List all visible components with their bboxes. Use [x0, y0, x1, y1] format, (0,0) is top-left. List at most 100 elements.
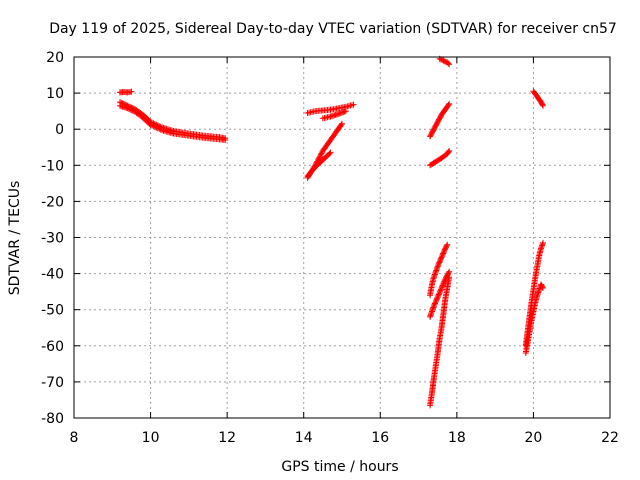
data-point: [445, 60, 452, 67]
data-point: [438, 285, 445, 292]
data-point: [316, 154, 323, 161]
y-tick-label: 10: [46, 86, 64, 102]
series-arc-10: [427, 274, 453, 409]
data-point: [153, 124, 160, 131]
data-point: [431, 300, 438, 307]
series-arc-3: [304, 101, 357, 116]
series-arc-3b: [319, 108, 349, 122]
data-point: [327, 149, 334, 156]
data-point: [338, 121, 345, 128]
grid: [74, 57, 610, 418]
axis-ticks: 8 10 12 14 16 18 20 22 20 10 0 -10 -20 -30 -40 -50 -60 -7…: [41, 50, 619, 446]
data-point: [443, 242, 450, 249]
data-point: [446, 147, 453, 154]
y-axis-label: SDTVAR / TECUs: [7, 181, 23, 296]
data-point: [445, 102, 452, 109]
data-point: [435, 260, 442, 267]
data-point: [326, 150, 333, 157]
data-point: [129, 107, 136, 114]
x-tick-label: 18: [448, 430, 466, 446]
data-point: [317, 153, 324, 160]
data-point: [446, 268, 453, 275]
data-point: [439, 282, 446, 289]
data-point: [124, 105, 131, 112]
x-tick-label: 12: [218, 430, 236, 446]
data-point: [437, 256, 444, 263]
x-tick-label: 14: [295, 430, 313, 446]
y-tick-label: -10: [41, 158, 64, 174]
data-point: [540, 102, 546, 109]
x-tick-label: 22: [601, 430, 619, 446]
data-point: [437, 287, 444, 294]
y-tick-label: -50: [41, 303, 64, 319]
y-tick-label: -20: [41, 194, 64, 210]
data-point: [433, 297, 440, 304]
data-point: [151, 123, 158, 130]
data-point: [434, 294, 441, 301]
data-point: [540, 239, 546, 246]
series-arc-12: [522, 239, 546, 349]
data-point: [440, 250, 447, 257]
y-tick-label: 20: [46, 50, 64, 66]
data-point: [439, 251, 446, 258]
data-point: [339, 120, 345, 127]
y-tick-label: -80: [41, 411, 64, 427]
data-points: [116, 55, 546, 409]
y-tick-label: -30: [41, 231, 64, 247]
data-point: [436, 258, 443, 265]
data-point: [147, 121, 154, 128]
data-point: [318, 150, 325, 157]
data-point: [436, 288, 443, 295]
data-point: [446, 274, 453, 281]
data-point: [446, 100, 453, 107]
data-point: [439, 283, 446, 290]
series-arc-9: [427, 268, 453, 320]
data-point: [438, 254, 445, 261]
data-point: [444, 241, 451, 248]
data-point: [437, 255, 444, 262]
y-tick-label: -40: [41, 267, 64, 283]
data-point: [315, 155, 322, 162]
data-point: [150, 123, 157, 130]
series-arc-8: [427, 241, 451, 299]
data-point: [432, 299, 439, 306]
data-point: [149, 122, 156, 129]
y-tick-label: -70: [41, 375, 64, 391]
x-tick-label: 16: [371, 430, 389, 446]
series-arc-5: [436, 55, 453, 68]
series-arc-13: [522, 281, 546, 357]
series-arc-4b: [304, 149, 334, 180]
data-point: [440, 279, 447, 286]
x-tick-label: 8: [70, 430, 79, 446]
series-arc-7: [427, 147, 453, 169]
x-tick-label: 20: [525, 430, 543, 446]
data-point: [350, 101, 357, 108]
data-point: [440, 281, 447, 288]
data-point: [127, 106, 134, 113]
data-point: [439, 57, 446, 64]
data-point: [445, 148, 452, 155]
data-point: [128, 107, 135, 114]
data-point: [440, 249, 447, 256]
y-tick-label: 0: [55, 122, 64, 138]
data-point: [222, 137, 229, 144]
data-point: [317, 151, 324, 158]
data-point: [436, 290, 443, 297]
data-point: [445, 269, 452, 276]
data-point: [156, 125, 163, 132]
x-tick-label: 10: [142, 430, 160, 446]
chart-title: Day 119 of 2025, Sidereal Day-to-day VTE…: [49, 21, 617, 37]
data-point: [539, 101, 546, 108]
data-point: [157, 126, 164, 133]
data-point: [437, 286, 444, 293]
data-point: [446, 61, 453, 68]
data-point: [342, 108, 349, 115]
data-point: [128, 88, 135, 95]
data-point: [125, 105, 132, 112]
data-point: [440, 57, 447, 64]
data-point: [433, 296, 440, 303]
data-point: [435, 292, 442, 299]
series-arc-1b: [116, 102, 229, 144]
data-point: [539, 283, 546, 290]
